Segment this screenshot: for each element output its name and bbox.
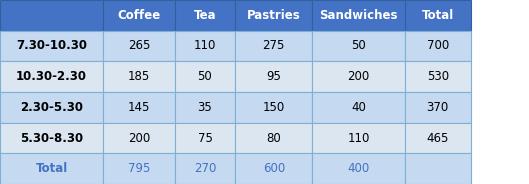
Bar <box>175 31 235 61</box>
Bar <box>175 61 235 92</box>
Text: 10.30-2.30: 10.30-2.30 <box>16 70 87 83</box>
Bar <box>103 92 175 123</box>
Text: 75: 75 <box>197 132 213 144</box>
Text: 7.30-10.30: 7.30-10.30 <box>16 40 87 52</box>
Bar <box>0 61 103 92</box>
Text: Total: Total <box>35 162 68 175</box>
Text: Sandwiches: Sandwiches <box>319 9 398 22</box>
Bar <box>312 153 405 184</box>
Bar <box>235 92 312 123</box>
Bar <box>312 0 405 31</box>
Text: 600: 600 <box>262 162 285 175</box>
Bar <box>0 0 103 31</box>
Text: 200: 200 <box>127 132 150 144</box>
Bar <box>312 31 405 61</box>
Bar <box>103 123 175 153</box>
Text: 700: 700 <box>426 40 449 52</box>
Text: 200: 200 <box>347 70 370 83</box>
Bar <box>405 31 471 61</box>
Bar <box>0 31 103 61</box>
Bar <box>103 61 175 92</box>
Bar <box>235 153 312 184</box>
Text: 400: 400 <box>347 162 370 175</box>
Text: 795: 795 <box>127 162 150 175</box>
Bar <box>235 0 312 31</box>
Bar <box>405 0 471 31</box>
Bar <box>235 31 312 61</box>
Text: 50: 50 <box>198 70 212 83</box>
Bar <box>0 92 103 123</box>
Bar <box>0 123 103 153</box>
Bar <box>103 0 175 31</box>
Text: 465: 465 <box>426 132 449 144</box>
Bar <box>235 61 312 92</box>
Text: Tea: Tea <box>194 9 216 22</box>
Bar <box>235 123 312 153</box>
Bar <box>405 92 471 123</box>
Bar <box>175 92 235 123</box>
Text: 95: 95 <box>266 70 281 83</box>
Bar <box>405 61 471 92</box>
Text: 185: 185 <box>127 70 150 83</box>
Text: 275: 275 <box>262 40 285 52</box>
Bar <box>312 61 405 92</box>
Text: 35: 35 <box>198 101 212 114</box>
Text: 265: 265 <box>127 40 150 52</box>
Bar <box>0 153 103 184</box>
Text: 145: 145 <box>127 101 150 114</box>
Text: Pastries: Pastries <box>247 9 300 22</box>
Text: 370: 370 <box>426 101 449 114</box>
Text: 110: 110 <box>347 132 370 144</box>
Text: 530: 530 <box>427 70 449 83</box>
Text: Coffee: Coffee <box>117 9 160 22</box>
Text: Total: Total <box>422 9 454 22</box>
Bar <box>103 31 175 61</box>
Text: 5.30-8.30: 5.30-8.30 <box>20 132 83 144</box>
Text: 110: 110 <box>194 40 216 52</box>
Text: 2.30-5.30: 2.30-5.30 <box>20 101 83 114</box>
Bar <box>175 153 235 184</box>
Bar <box>405 153 471 184</box>
Bar <box>312 123 405 153</box>
Text: 40: 40 <box>351 101 366 114</box>
Bar <box>175 0 235 31</box>
Text: 270: 270 <box>194 162 216 175</box>
Text: 150: 150 <box>262 101 285 114</box>
Bar <box>405 123 471 153</box>
Text: 80: 80 <box>267 132 281 144</box>
Bar <box>175 123 235 153</box>
Text: 50: 50 <box>351 40 366 52</box>
Bar <box>103 153 175 184</box>
Bar <box>312 92 405 123</box>
